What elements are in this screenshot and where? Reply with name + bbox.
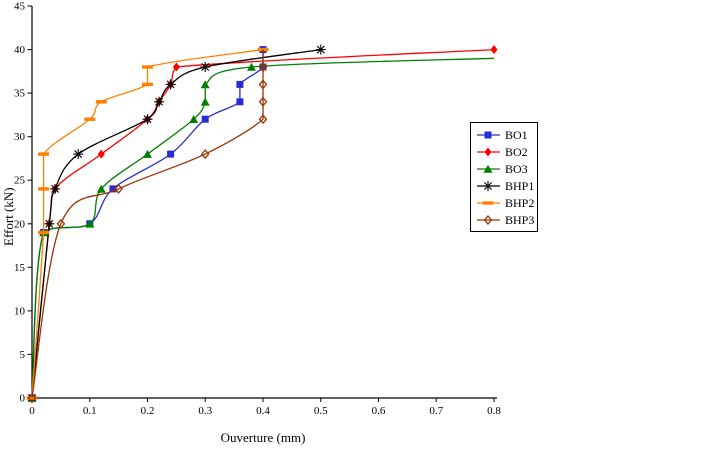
y-tick-label: 40 — [14, 44, 26, 56]
y-tick-label: 45 — [14, 1, 26, 13]
y-tick-label: 20 — [14, 218, 26, 230]
x-tick-label: 0.1 — [83, 405, 97, 417]
series-BO3 — [27, 57, 495, 402]
legend-marker-bhp1-icon — [477, 180, 500, 191]
y-tick-label: 0 — [20, 393, 26, 405]
y-tick-label: 10 — [14, 305, 26, 317]
legend-marker-bhp3-icon — [477, 214, 500, 225]
x-tick-label: 0.3 — [198, 405, 212, 417]
tick-labels: 0 0.1 0.2 0.3 0.4 0.5 0.6 0.7 0.8 0 5 10 15 20 25 30 35 4… — [14, 1, 501, 418]
legend-label-bhp2: BHP2 — [505, 195, 535, 210]
series-BHP2-markers — [26, 47, 269, 400]
y-axis-title: Effort (kN) — [1, 187, 16, 246]
x-tick-label: 0.8 — [487, 405, 501, 417]
legend-entry-bhp1: BHP1 — [476, 177, 537, 194]
series-BHP1-markers — [27, 44, 326, 403]
x-tick-label: 0.7 — [429, 405, 443, 417]
series-BHP1 — [27, 44, 326, 403]
y-tick-label: 30 — [14, 131, 26, 143]
legend-marker-bo1-icon — [477, 131, 500, 138]
legend-marker-bhp2-icon — [477, 200, 500, 205]
x-tick-label: 0.5 — [314, 405, 328, 417]
legend: BO1 BO2 BO3 BHP1 BHP2 BHP3 — [470, 122, 538, 232]
series-BO3-markers — [27, 62, 256, 402]
legend-entry-bo3: BO3 — [476, 160, 537, 177]
legend-entry-bo2: BO2 — [476, 143, 537, 160]
series-BHP2 — [26, 47, 269, 400]
legend-label-bo2: BO2 — [505, 144, 528, 159]
x-tick-label: 0.4 — [256, 405, 270, 417]
y-tick-label: 25 — [14, 175, 26, 187]
y-tick-label: 15 — [14, 262, 26, 274]
legend-label-bhp3: BHP3 — [505, 212, 535, 227]
y-tick-label: 5 — [20, 349, 26, 361]
x-axis-title: Ouverture (mm) — [220, 430, 306, 445]
legend-label-bo3: BO3 — [505, 161, 528, 176]
legend-entry-bo1: BO1 — [476, 126, 537, 143]
y-tick-label: 35 — [14, 88, 26, 100]
legend-marker-bo2-icon — [477, 147, 500, 156]
legend-entry-bhp2: BHP2 — [476, 194, 537, 211]
legend-entry-bhp3: BHP3 — [476, 211, 537, 228]
axes — [31, 6, 497, 399]
series-BHP3 — [27, 49, 268, 403]
x-tick-label: 0.6 — [372, 405, 386, 417]
x-tick-label: 0.2 — [141, 405, 155, 417]
series-BHP3-markers — [27, 62, 268, 403]
legend-label-bhp1: BHP1 — [505, 178, 535, 193]
legend-marker-bo3-icon — [477, 164, 500, 173]
legend-label-bo1: BO1 — [505, 127, 528, 142]
x-tick-label: 0 — [29, 405, 35, 417]
